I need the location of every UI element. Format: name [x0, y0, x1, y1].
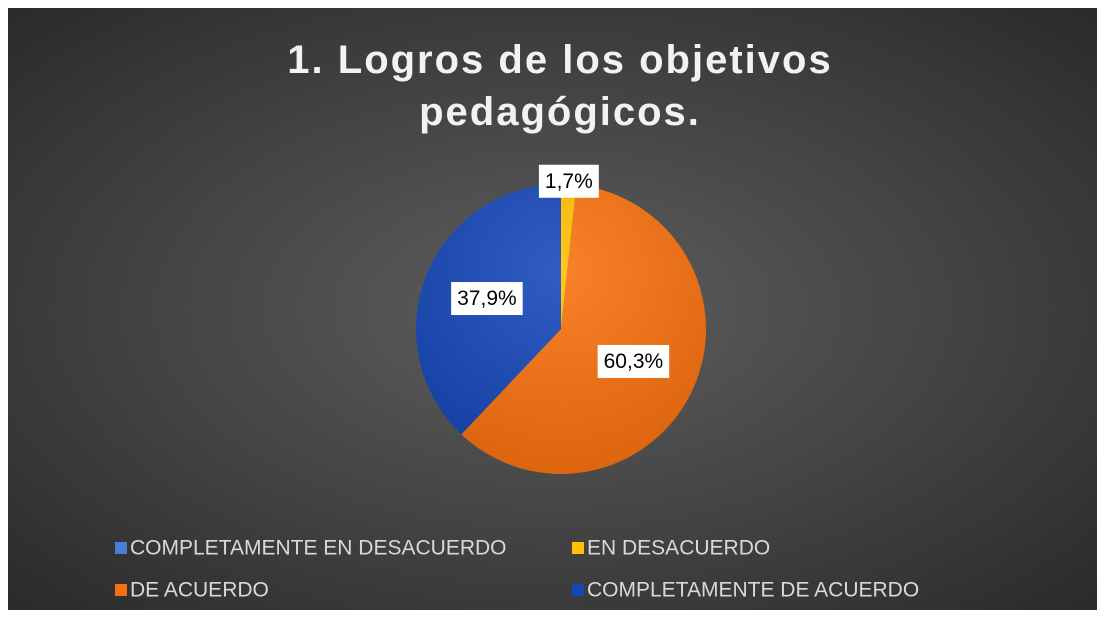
data-label-box	[451, 282, 523, 316]
legend-label: COMPLETAMENTE EN DESACUERDO	[130, 537, 507, 560]
chart: 1,7% 60,3% 37,9% COMPLETAMENTE EN DESACUERD…	[115, 164, 919, 602]
data-label-box	[597, 344, 670, 378]
chart-area: 1. Logros de los objetivos pedagógicos. …	[8, 8, 1097, 610]
data-label: 37,9%	[457, 287, 517, 310]
legend-swatch	[572, 542, 584, 554]
legend-label: COMPLETAMENTE DE ACUERDO	[587, 579, 919, 602]
legend-label: EN DESACUERDO	[587, 537, 770, 560]
chart-title: 1. Logros de los objetivos pedagógicos.	[287, 38, 833, 134]
data-label: 1,7%	[545, 170, 593, 193]
data-label: 60,3%	[604, 350, 664, 373]
legend-swatch	[572, 584, 584, 596]
legend-swatch	[115, 542, 127, 554]
legend-swatch	[115, 584, 127, 596]
legend-label: DE ACUERDO	[130, 579, 269, 602]
data-label-box	[538, 164, 599, 198]
